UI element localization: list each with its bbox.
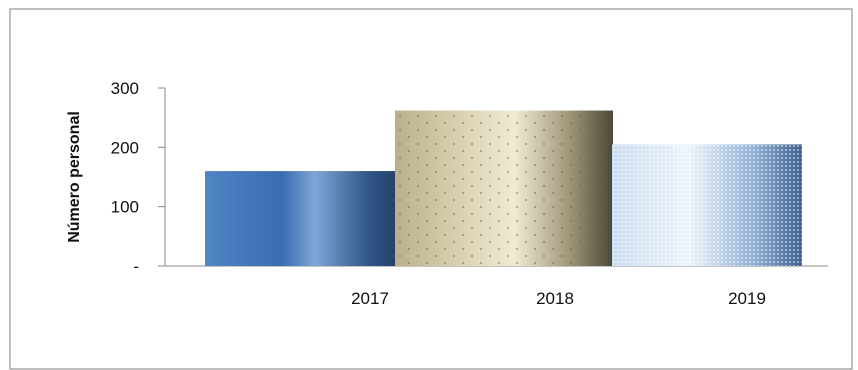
y-axis-label: Número personal	[66, 111, 83, 243]
x-category-label: 2018	[536, 289, 574, 308]
y-tick-label: 300	[111, 79, 139, 98]
y-tick-label: -	[133, 257, 139, 276]
bars-group	[205, 110, 802, 267]
y-tick-label: 200	[111, 138, 139, 157]
bar-pattern-2019	[612, 144, 802, 266]
x-category-label: 2019	[728, 289, 766, 308]
x-category-label: 2017	[351, 289, 389, 308]
chart-border	[9, 8, 853, 370]
bar-pattern-2018	[395, 110, 613, 267]
category-labels: 2017 2018 2019	[351, 289, 766, 308]
y-ticks: - 100 200 300	[111, 79, 165, 276]
bar-2017	[205, 171, 424, 266]
y-tick-label: 100	[111, 198, 139, 217]
